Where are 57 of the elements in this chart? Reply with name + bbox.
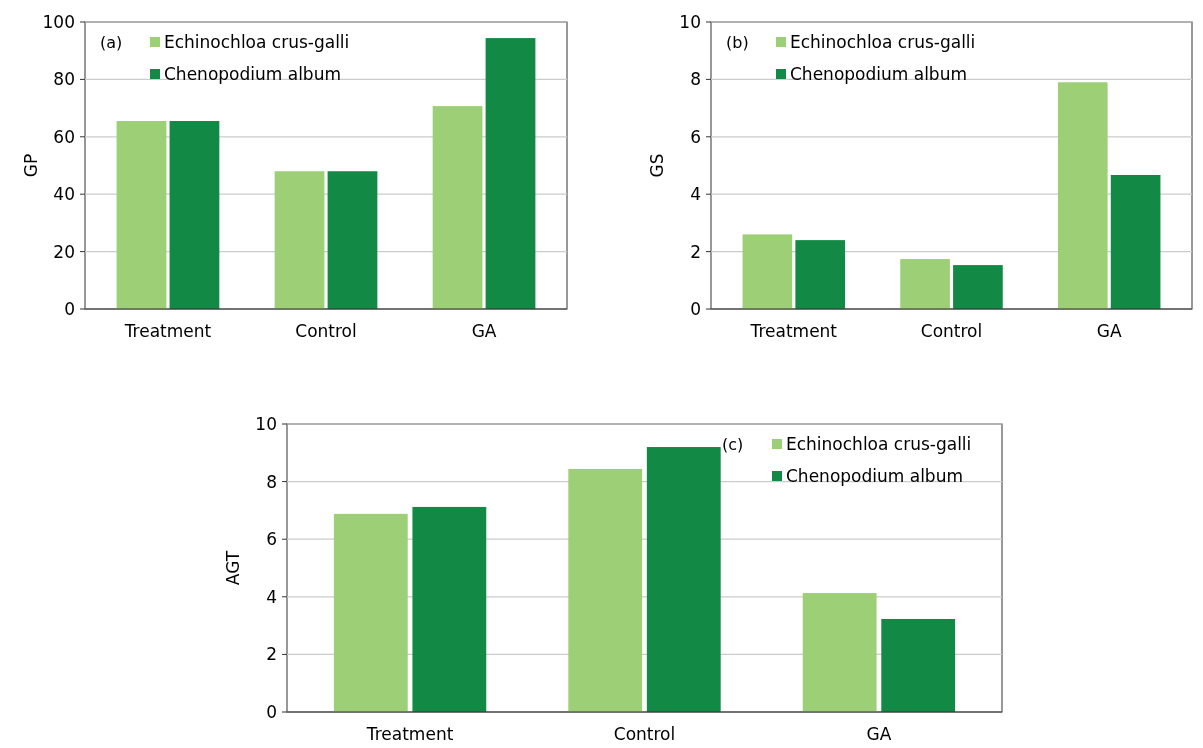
y-tick-label: 60	[53, 126, 75, 147]
y-tick-label: 100	[42, 11, 75, 32]
bar	[1110, 174, 1161, 309]
bar	[412, 506, 487, 712]
bar	[485, 38, 536, 309]
y-tick-label: 2	[690, 241, 701, 262]
y-tick-label: 4	[266, 586, 277, 607]
y-axis-title: GS	[647, 153, 667, 178]
annotation: (a)	[100, 33, 123, 52]
bar	[953, 265, 1003, 309]
bar	[881, 618, 956, 712]
x-tick-label: GA	[1096, 321, 1122, 341]
x-tick-label: GA	[471, 321, 497, 341]
y-tick-label: 0	[266, 701, 277, 722]
bar	[1057, 82, 1108, 309]
bar	[169, 121, 220, 309]
y-axis-title: GP	[21, 153, 41, 178]
y-tick-label: 4	[690, 184, 701, 205]
bar	[646, 447, 721, 712]
x-tick-label: Control	[920, 321, 983, 341]
legend-label: Echinochloa crus-galli	[786, 433, 972, 454]
y-tick-label: 2	[266, 644, 277, 665]
bar	[116, 121, 167, 309]
y-tick-label: 40	[53, 184, 75, 205]
annotation: (b)	[726, 33, 749, 52]
x-tick-label: GA	[866, 724, 892, 744]
bar	[327, 171, 378, 309]
legend-label: Chenopodium album	[786, 465, 963, 486]
bar	[274, 171, 325, 309]
y-tick-label: 80	[53, 69, 75, 90]
bar	[333, 513, 408, 712]
bar	[432, 106, 483, 309]
bar	[900, 259, 950, 309]
legend-label: Chenopodium album	[164, 63, 341, 84]
y-tick-label: 10	[679, 11, 701, 32]
y-tick-label: 8	[690, 69, 701, 90]
y-tick-label: 6	[266, 529, 277, 550]
bar	[802, 593, 877, 712]
y-tick-label: 20	[53, 241, 75, 262]
annotation: (c)	[722, 435, 744, 454]
x-tick-label: Treatment	[123, 321, 212, 341]
y-axis-title: AGT	[223, 550, 243, 586]
y-tick-label: 8	[266, 471, 277, 492]
bar	[795, 240, 846, 309]
legend-label: Echinochloa crus-galli	[164, 31, 350, 52]
x-tick-label: Control	[613, 724, 676, 744]
y-tick-label: 10	[255, 413, 277, 434]
y-tick-label: 0	[690, 298, 701, 319]
x-tick-label: Control	[295, 321, 357, 341]
legend-label: Echinochloa crus-galli	[790, 31, 976, 52]
x-tick-label: Treatment	[365, 724, 454, 744]
legend-label: Chenopodium album	[790, 63, 967, 84]
x-tick-label: Treatment	[749, 321, 838, 341]
y-tick-label: 6	[690, 126, 701, 147]
bar	[568, 468, 643, 712]
bar	[742, 234, 793, 309]
y-tick-label: 0	[64, 298, 75, 319]
